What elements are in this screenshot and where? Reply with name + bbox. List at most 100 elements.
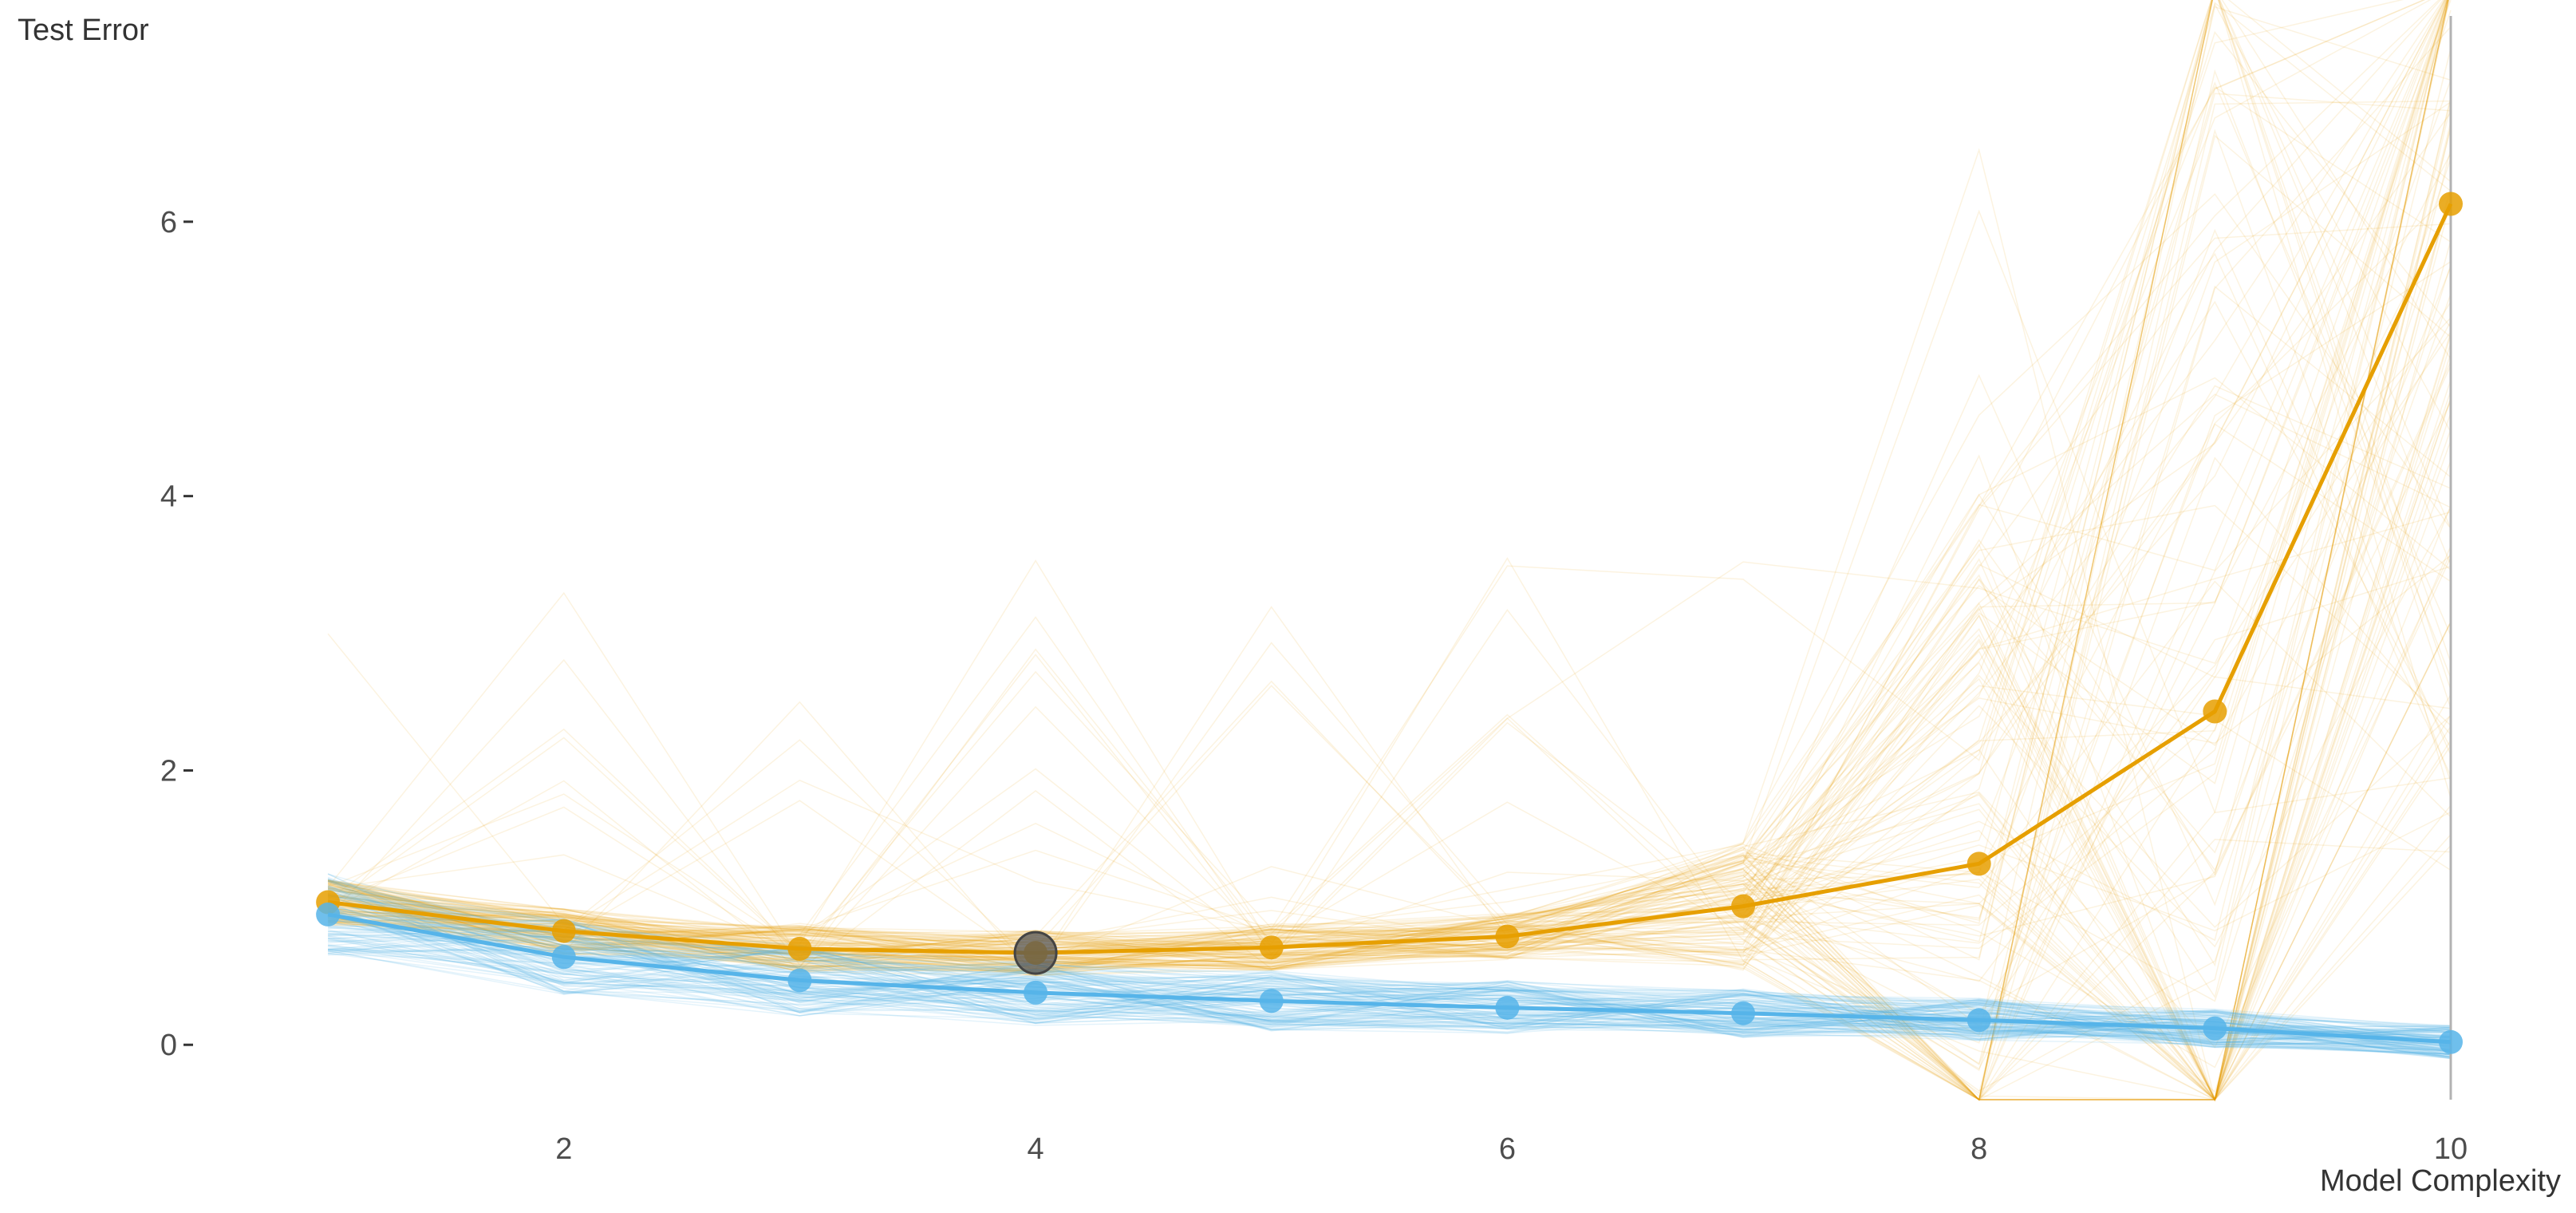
background-line — [327, 907, 2452, 1034]
background-sample-lines — [327, 0, 2452, 1102]
background-line — [327, 0, 2452, 968]
background-line — [328, 228, 2452, 958]
background-line — [327, 0, 2449, 1102]
background-line — [327, 898, 2452, 1029]
background-line — [327, 200, 2452, 1100]
background-line — [327, 413, 2452, 1101]
background-line — [328, 0, 2445, 962]
background-line — [327, 930, 2452, 1050]
background-line — [327, 0, 2449, 1101]
background-line — [327, 0, 2448, 956]
background-line — [328, 0, 2448, 973]
background-line — [327, 105, 2452, 1100]
background-line — [327, 0, 2452, 1101]
series-point — [551, 919, 576, 943]
background-line — [327, 565, 2452, 1015]
series-layer — [316, 192, 2463, 1054]
background-line — [328, 2, 2452, 1101]
series-point — [1731, 894, 1756, 919]
background-line — [328, 6, 2452, 1037]
background-line — [327, 912, 2452, 1046]
y-axis-title: Test Error — [18, 14, 149, 47]
background-line — [327, 0, 2452, 1101]
background-line — [327, 126, 2452, 1101]
background-line — [328, 0, 2450, 1102]
background-line — [327, 128, 2452, 1065]
background-line — [327, 881, 2452, 1049]
background-line — [327, 192, 2452, 1044]
background-line — [327, 0, 2448, 1070]
y-tick-label: 6 — [160, 206, 177, 239]
background-line — [327, 910, 2452, 1044]
background-line — [328, 895, 2452, 1038]
background-line — [328, 261, 2452, 1066]
background-line — [328, 0, 2448, 960]
background-line — [327, 911, 2452, 1041]
series-line — [327, 203, 2453, 955]
background-line — [328, 745, 2452, 1101]
background-line — [328, 361, 2452, 1013]
background-line — [328, 0, 2452, 1101]
background-line — [327, 886, 2452, 1055]
background-line — [328, 953, 2452, 1041]
background-line — [328, 507, 2452, 977]
series-point — [787, 968, 812, 993]
background-line — [327, 26, 2452, 1101]
background-line — [328, 377, 2452, 972]
background-line — [327, 908, 2452, 1029]
series-point — [1495, 924, 1520, 949]
background-line — [328, 200, 2452, 974]
background-line — [327, 0, 2214, 1101]
background-line — [327, 879, 2452, 1053]
background-line — [328, 740, 2452, 1100]
background-line — [327, 205, 2452, 977]
x-tick-label: 4 — [1028, 1132, 1044, 1166]
background-line — [328, 948, 2452, 1036]
background-line — [327, 0, 2404, 972]
background-line — [327, 792, 2452, 1101]
background-line — [327, 879, 2452, 1060]
background-line — [327, 0, 2446, 970]
background-line — [328, 945, 2452, 1049]
background-line — [327, 915, 2452, 1050]
x-tick-label: 6 — [1499, 1132, 1516, 1166]
background-line — [327, 393, 2452, 967]
background-line — [328, 69, 2452, 1101]
background-line — [328, 739, 2452, 1100]
background-line — [327, 48, 2452, 999]
background-line — [327, 552, 2452, 1049]
background-line — [328, 922, 2452, 1046]
background-line — [328, 919, 2452, 1032]
background-line — [328, 919, 2452, 1034]
background-line — [328, 429, 2452, 1101]
background-line — [327, 943, 2452, 1045]
background-line — [328, 927, 2452, 1043]
series-point — [2439, 192, 2463, 216]
background-line — [327, 676, 2452, 1027]
background-line — [328, 152, 2452, 974]
background-line — [327, 97, 2452, 1102]
x-axis-title: Model Complexity — [2320, 1164, 2561, 1198]
background-line — [328, 925, 2452, 1042]
background-line — [327, 885, 2452, 1051]
background-line — [328, 946, 2452, 1043]
background-line — [328, 0, 2447, 1101]
background-line — [327, 916, 2452, 1056]
background-line — [328, 811, 2452, 969]
background-line — [328, 301, 2452, 938]
background-line — [328, 924, 2452, 1040]
background-line — [328, 0, 2449, 970]
highlight-point — [1013, 930, 1058, 975]
background-line — [327, 921, 2452, 1034]
background-line — [328, 0, 2449, 1101]
background-line — [328, 223, 2452, 972]
background-line — [328, 911, 2452, 1034]
background-line — [327, 331, 2452, 1100]
background-line — [327, 878, 2452, 1036]
series-point — [2203, 699, 2227, 724]
background-line — [328, 504, 2452, 972]
background-line — [328, 0, 2446, 971]
background-line — [327, 891, 2452, 1048]
background-line — [328, 285, 2452, 1072]
background-line — [328, 930, 2452, 1052]
